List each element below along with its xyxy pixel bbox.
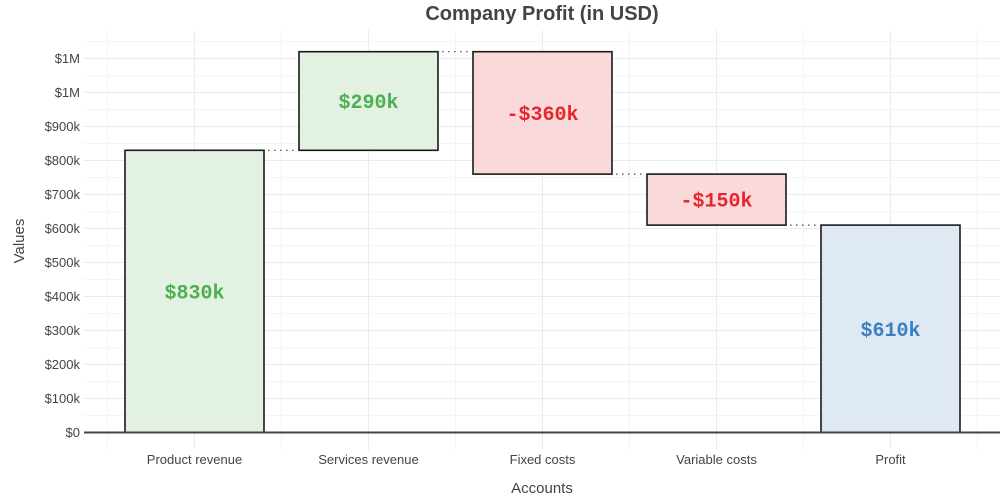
- y-tick-label: $1M: [55, 85, 80, 100]
- x-tick-label: Fixed costs: [510, 452, 576, 467]
- bar-value-label: $610k: [860, 320, 920, 343]
- x-tick-label: Profit: [875, 452, 906, 467]
- x-axis-ticks: Product revenue Services revenue Fixed cos…: [147, 452, 906, 467]
- bars: [124, 50, 961, 434]
- bar-services-revenue: [298, 50, 439, 152]
- bar-product-revenue: [124, 149, 265, 434]
- bar-value-label: -$150k: [680, 191, 752, 214]
- y-tick-label: $800k: [45, 153, 81, 168]
- y-axis-title: Values: [11, 219, 28, 264]
- y-tick-label: $500k: [45, 255, 81, 270]
- bar-fixed-costs: [472, 50, 613, 175]
- bar-value-label: $830k: [164, 282, 224, 305]
- bar-profit: [820, 224, 961, 434]
- y-tick-label: $400k: [45, 289, 81, 304]
- bar-variable-costs: [646, 173, 787, 226]
- x-tick-label: Product revenue: [147, 452, 242, 467]
- y-axis-ticks: $0 $100k $200k $300k $400k $500k $600k $700k $80…: [45, 51, 81, 440]
- y-tick-label: $900k: [45, 119, 81, 134]
- x-tick-label: Variable costs: [676, 452, 757, 467]
- bar-labels: $830k $290k -$360k -$150k $610k: [164, 92, 920, 343]
- chart-title: Company Profit (in USD): [425, 3, 658, 25]
- y-tick-label: $200k: [45, 357, 81, 372]
- y-tick-label: $0: [66, 425, 80, 440]
- x-axis-title: Accounts: [511, 480, 573, 497]
- y-tick-label: $700k: [45, 187, 81, 202]
- x-tick-label: Services revenue: [318, 452, 418, 467]
- bar-value-label: -$360k: [506, 104, 578, 127]
- y-tick-label: $300k: [45, 323, 81, 338]
- y-tick-label: $600k: [45, 221, 81, 236]
- bar-value-label: $290k: [338, 92, 398, 115]
- y-tick-label: $100k: [45, 391, 81, 406]
- y-tick-label: $1M: [55, 51, 80, 66]
- connector-lines: [268, 51, 817, 226]
